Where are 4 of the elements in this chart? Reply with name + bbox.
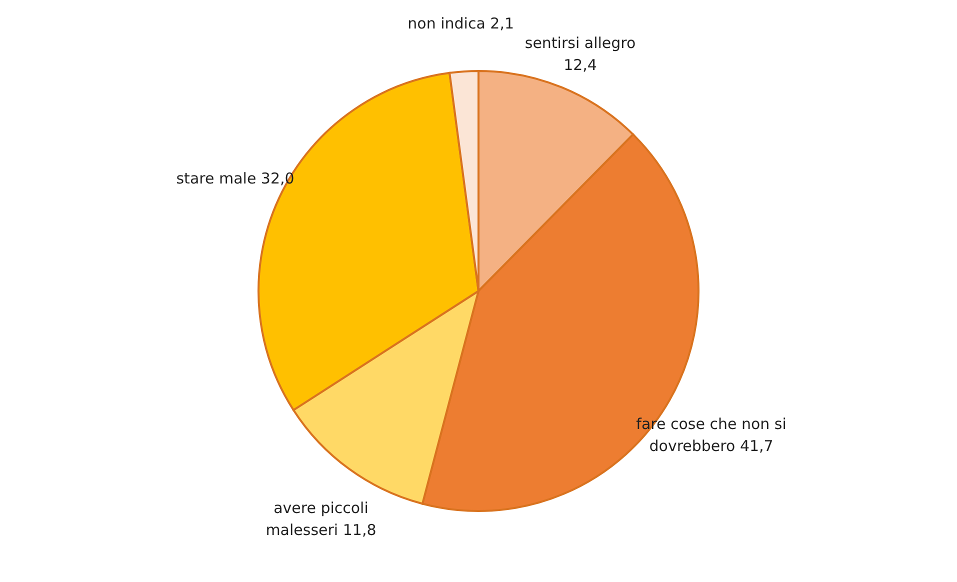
slice-label: non indica 2,1 <box>408 14 514 33</box>
slice-label: sentirsi allegro <box>524 34 636 52</box>
slice-label: avere piccoli malesseri 11,8 <box>266 498 376 539</box>
data-label: 12,4 <box>564 56 597 74</box>
